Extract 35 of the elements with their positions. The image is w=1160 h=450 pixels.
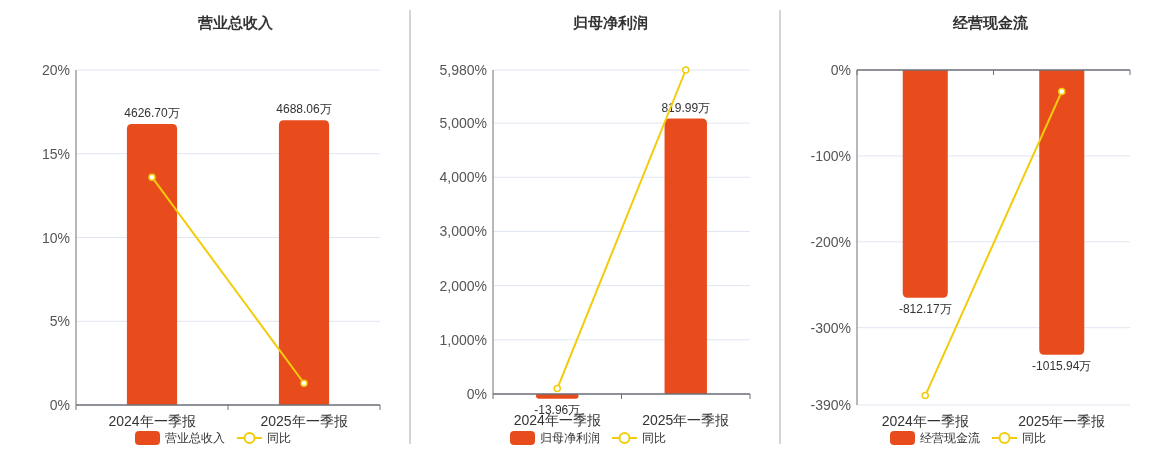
y-tick-label: 0% xyxy=(49,397,70,413)
chart-title: 营业总收入 xyxy=(196,14,274,31)
x-tick-label: 2025年一季报 xyxy=(1018,413,1106,429)
data-label: 4626.70万 xyxy=(124,105,180,120)
y-tick-label: -200% xyxy=(810,233,851,250)
y-tick-label: 5,980% xyxy=(439,62,487,78)
legend-label: 同比 xyxy=(1022,431,1046,445)
y-tick-label: 15% xyxy=(41,145,70,162)
y-tick-label: 5% xyxy=(49,313,70,330)
y-tick-label: 2,000% xyxy=(439,277,487,294)
data-label: 4688.06万 xyxy=(276,102,332,117)
legend-label: 同比 xyxy=(267,431,291,445)
y-tick-label: -300% xyxy=(810,319,851,336)
data-label: -812.17万 xyxy=(898,301,952,316)
y-tick-label: 0% xyxy=(466,386,487,402)
y-tick-label: -390% xyxy=(810,397,851,413)
legend-label: 归母净利润 xyxy=(540,431,600,445)
y-tick-label: 10% xyxy=(41,229,70,246)
x-tick-label: 2024年一季报 xyxy=(108,413,196,429)
legend-label: 营业总收入 xyxy=(165,431,225,445)
chart-title: 归母净利润 xyxy=(571,14,648,31)
data-label: -1015.94万 xyxy=(1032,358,1092,373)
x-tick-label: 2025年一季报 xyxy=(642,412,730,428)
y-tick-label: 5,000% xyxy=(439,115,487,132)
y-tick-label: 3,000% xyxy=(439,223,487,240)
y-tick-label: -100% xyxy=(810,147,851,164)
y-tick-label: 20% xyxy=(41,62,70,78)
y-tick-label: 4,000% xyxy=(439,169,487,186)
x-tick-label: 2025年一季报 xyxy=(260,413,348,429)
chart-title: 经营现金流 xyxy=(951,14,1029,31)
legend-label: 同比 xyxy=(642,431,666,445)
y-tick-label: 1,000% xyxy=(439,331,487,348)
x-tick-label: 2024年一季报 xyxy=(881,413,969,429)
y-tick-label: 0% xyxy=(830,62,851,78)
legend-label: 经营现金流 xyxy=(920,431,980,445)
